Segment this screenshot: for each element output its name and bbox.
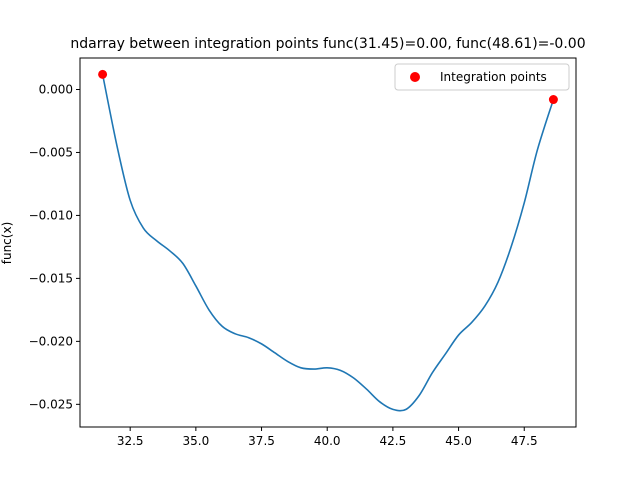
y-axis-label: func(x) bbox=[0, 222, 14, 265]
plot-area: 32.5 35.0 37.5 40.0 42.5 45.0 47.5 0.000 −0.005 −… bbox=[29, 69, 558, 448]
x-tick-label: 32.5 bbox=[117, 434, 144, 448]
x-tick-label: 40.0 bbox=[314, 434, 341, 448]
y-tick-label: −0.025 bbox=[29, 397, 73, 411]
x-tick-label: 47.5 bbox=[511, 434, 538, 448]
y-tick-label: −0.015 bbox=[29, 271, 73, 285]
chart-title: ndarray between integration points func(… bbox=[70, 36, 585, 52]
y-tick-label: 0.000 bbox=[39, 82, 73, 96]
x-tick-label: 42.5 bbox=[380, 434, 407, 448]
legend: Integration points bbox=[394, 63, 570, 91]
x-tick-label: 37.5 bbox=[248, 434, 275, 448]
legend-marker-integration-points bbox=[410, 72, 420, 82]
legend-box bbox=[394, 63, 570, 91]
y-tick-label: −0.010 bbox=[29, 208, 73, 222]
integration-point bbox=[548, 95, 558, 105]
x-tick-label: 45.0 bbox=[445, 434, 472, 448]
legend-label-integration-points: Integration points bbox=[440, 70, 547, 84]
axes-frame bbox=[79, 57, 577, 428]
func-line bbox=[101, 74, 555, 412]
integration-point bbox=[98, 69, 108, 79]
y-tick-label: −0.020 bbox=[29, 334, 73, 348]
y-tick-label: −0.005 bbox=[29, 145, 73, 159]
x-tick-label: 35.0 bbox=[182, 434, 209, 448]
